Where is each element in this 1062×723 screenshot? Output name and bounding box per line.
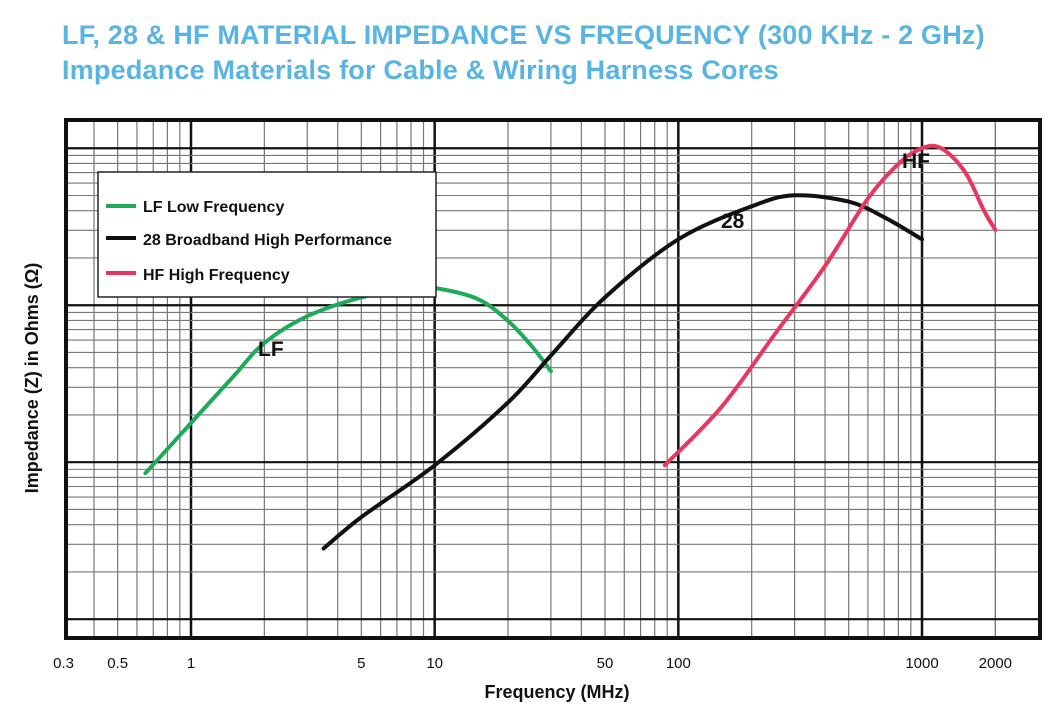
- series-line-lf: [143, 284, 553, 476]
- annotation-hf: HF: [902, 150, 930, 173]
- x-axis-label: Frequency (MHz): [484, 682, 629, 702]
- annotation-lf: LF: [258, 338, 284, 361]
- annotation-28: 28: [721, 210, 745, 233]
- legend-box: [97, 171, 437, 298]
- chart-subtitle: Impedance Materials for Cable & Wiring H…: [62, 55, 779, 85]
- series-line-28: [321, 193, 924, 551]
- x-tick-label: 0.5: [107, 655, 128, 672]
- curve-annotations: LF 28 HF: [258, 150, 930, 361]
- chart-title: LF, 28 & HF MATERIAL IMPEDANCE VS FREQUE…: [62, 20, 985, 50]
- legend-label-hf: HF High Frequency: [143, 267, 290, 284]
- legend: LF Low Frequency 28 Broadband High Perfo…: [97, 171, 437, 298]
- x-tick-labels: 0.3 0.5 1 5 10 50 100 1000 2000: [53, 655, 1012, 672]
- series-line-hf: [662, 143, 998, 468]
- x-tick-label: 100: [666, 655, 691, 672]
- x-tick-label: 5: [357, 655, 365, 672]
- x-tick-label: 2000: [979, 655, 1012, 672]
- x-tick-label: 1: [187, 655, 195, 672]
- legend-label-28: 28 Broadband High Performance: [143, 232, 392, 249]
- legend-label-lf: LF Low Frequency: [143, 199, 284, 216]
- x-tick-label: 10: [426, 655, 443, 672]
- y-axis-label: Impedance (Z) in Ohms (Ω): [22, 263, 42, 493]
- plot-border: [64, 118, 1042, 640]
- x-tick-label: 0.3: [53, 655, 74, 672]
- x-tick-label: 1000: [905, 655, 938, 672]
- plot-frame: [64, 118, 1042, 640]
- x-tick-label: 50: [597, 655, 614, 672]
